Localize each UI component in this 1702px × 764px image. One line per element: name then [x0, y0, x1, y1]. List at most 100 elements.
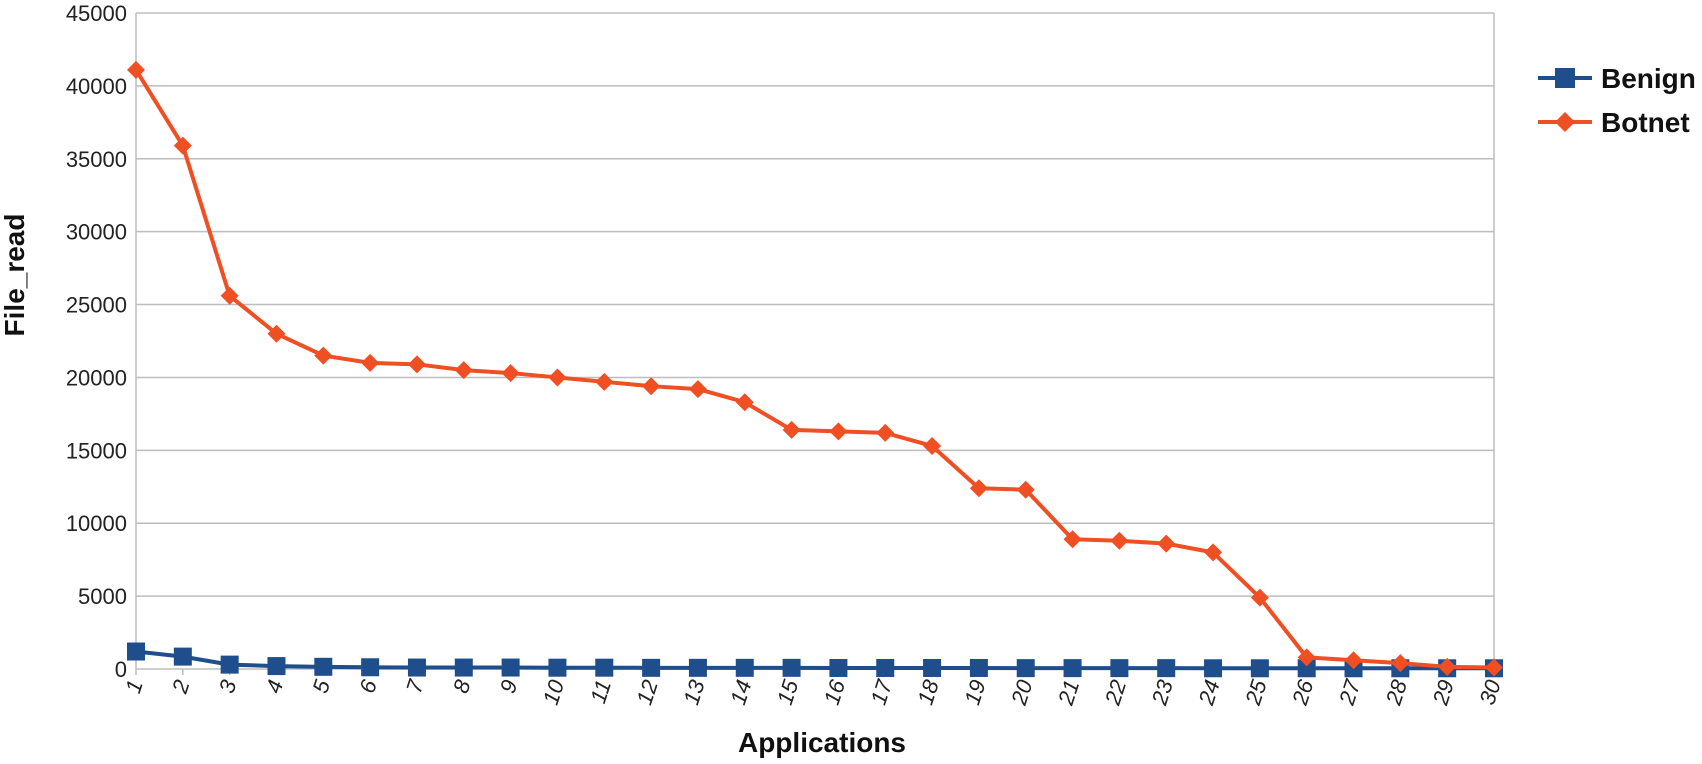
x-tick-label: 11 — [585, 677, 616, 706]
x-tick-label: 2 — [167, 677, 195, 697]
x-tick-label: 25 — [1240, 676, 1272, 709]
x-tick-label: 27 — [1334, 676, 1366, 709]
y-axis-label: File_read — [0, 214, 30, 337]
x-tick-label: 17 — [866, 676, 898, 708]
x-tick-label: 1 — [120, 677, 148, 696]
botnet-point — [1485, 658, 1503, 677]
benign-point — [127, 642, 145, 661]
x-tick-label: 3 — [214, 676, 242, 696]
x-tick-label: 6 — [354, 676, 382, 696]
legend-label: Benign — [1601, 63, 1696, 94]
legend-marker-diamond — [1555, 112, 1575, 132]
botnet-point — [1438, 657, 1457, 676]
benign-point — [1063, 659, 1082, 678]
botnet-point — [1110, 531, 1129, 550]
legend-item-benign: Benign — [1538, 63, 1696, 94]
botnet-point — [454, 361, 473, 380]
y-tick-label: 15000 — [66, 438, 127, 463]
botnet-point — [1063, 530, 1082, 549]
gridlines — [135, 12, 1495, 670]
x-tick-label: 30 — [1474, 676, 1506, 708]
botnet-line — [134, 68, 1495, 670]
botnet-point — [829, 422, 848, 441]
botnet-point — [267, 324, 286, 343]
y-tick-label: 35000 — [66, 147, 127, 172]
benign-point — [314, 657, 333, 676]
series-benign — [127, 642, 1503, 678]
legend: Benign Botnet — [1538, 63, 1696, 138]
botnet-point — [642, 377, 661, 396]
benign-point — [876, 658, 895, 677]
x-axis-label: Applications — [738, 727, 906, 758]
x-tick-label: 21 — [1053, 677, 1085, 709]
botnet-point — [923, 436, 942, 455]
x-tick-label: 26 — [1287, 676, 1319, 709]
botnet-point — [1297, 648, 1316, 667]
x-tick-label: 5 — [308, 676, 336, 696]
botnet-point — [1157, 534, 1176, 553]
botnet-point — [1391, 654, 1410, 673]
botnet-point — [407, 355, 426, 374]
botnet-point — [173, 136, 192, 155]
y-tick-label: 25000 — [66, 293, 127, 318]
legend-marker-square — [1555, 68, 1575, 88]
x-tick-label: 23 — [1146, 676, 1178, 709]
botnet-point — [782, 420, 801, 439]
benign-point — [1157, 659, 1176, 678]
benign-point — [969, 658, 988, 677]
x-tick-label: 18 — [912, 676, 944, 708]
botnet-point — [969, 479, 988, 498]
y-tick-label: 20000 — [66, 365, 127, 390]
botnet-point — [876, 423, 895, 442]
x-tick-label: 10 — [538, 676, 570, 708]
x-tick-label: 9 — [495, 677, 523, 696]
benign-point — [501, 658, 520, 677]
benign-point — [407, 658, 426, 677]
benign-point — [220, 655, 239, 674]
legend-label: Botnet — [1601, 107, 1690, 138]
benign-point — [267, 657, 286, 676]
x-tick-label: 28 — [1380, 676, 1412, 709]
botnet-point — [127, 60, 145, 79]
botnet-point — [1344, 651, 1363, 670]
benign-point — [923, 658, 942, 677]
x-tick-label: 29 — [1427, 677, 1459, 709]
x-tick-label: 4 — [261, 677, 289, 696]
benign-line — [135, 649, 1494, 671]
botnet-point — [548, 368, 567, 387]
botnet-point — [1016, 480, 1035, 499]
benign-point — [1016, 659, 1035, 678]
y-tick-label: 45000 — [66, 1, 127, 26]
y-axis-ticks: 0 5000 10000 15000 20000 25000 30000 35000 40000… — [66, 1, 127, 682]
benign-point — [688, 658, 707, 677]
botnet-point — [361, 353, 380, 372]
x-tick-label: 8 — [448, 676, 476, 696]
x-tick-label: 19 — [959, 677, 990, 708]
x-tick-label: 14 — [725, 677, 756, 708]
benign-point — [642, 658, 661, 677]
botnet-point — [501, 364, 520, 383]
botnet-point — [595, 372, 614, 391]
benign-point — [548, 658, 567, 677]
benign-point — [595, 658, 614, 677]
benign-point — [735, 658, 754, 677]
benign-point — [173, 647, 192, 666]
botnet-point — [735, 393, 754, 412]
legend-item-botnet: Botnet — [1538, 107, 1690, 138]
benign-point — [1204, 659, 1223, 678]
series-lines — [127, 60, 1503, 678]
x-tick-label: 20 — [1006, 676, 1038, 709]
benign-point — [1297, 659, 1316, 678]
x-tick-label: 24 — [1193, 677, 1225, 709]
benign-point — [782, 658, 801, 677]
benign-point — [454, 658, 473, 677]
y-tick-label: 5000 — [78, 584, 127, 609]
botnet-point — [688, 380, 707, 399]
series-botnet — [127, 60, 1503, 677]
benign-point — [1250, 659, 1269, 678]
botnet-point — [1204, 543, 1223, 562]
benign-point — [829, 658, 848, 677]
x-tick-label: 15 — [772, 676, 804, 708]
